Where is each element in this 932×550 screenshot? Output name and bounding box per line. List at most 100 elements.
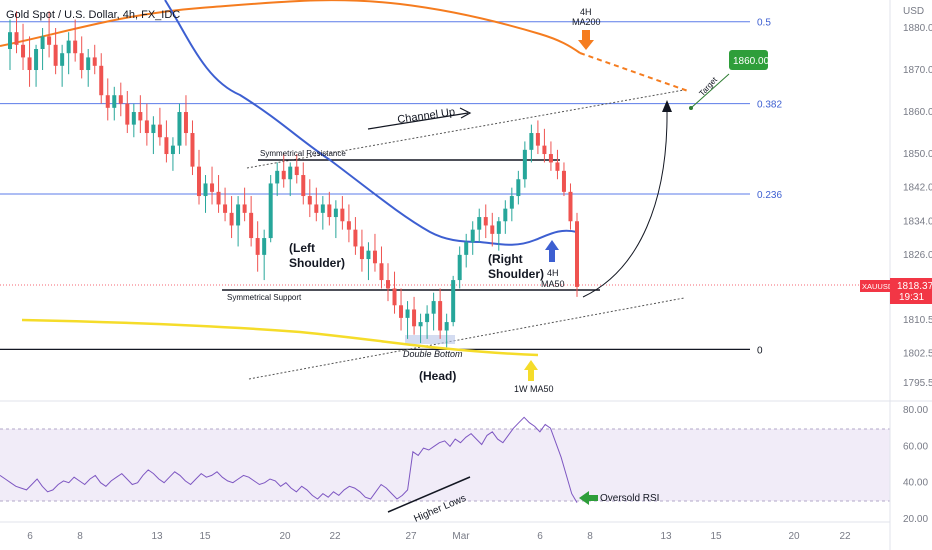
time-tick-label: 22 — [329, 531, 341, 542]
wma50-line — [21, 318, 539, 357]
label-head: (Head) — [419, 369, 456, 383]
candle-body — [522, 149, 527, 180]
candle-body — [197, 166, 201, 197]
label-sym-support: Symmetrical Support — [227, 293, 302, 302]
candle-body — [223, 204, 228, 213]
candle-body — [418, 322, 423, 327]
candle-body — [255, 238, 260, 255]
candle-body — [451, 280, 456, 323]
candle-body — [288, 166, 293, 180]
candle-body — [125, 103, 130, 125]
candle-body — [314, 204, 319, 213]
candle-body — [438, 301, 443, 331]
candle-body — [392, 288, 397, 306]
candle-body — [262, 238, 267, 255]
target-value-box — [729, 50, 768, 70]
candle-body — [425, 313, 430, 323]
candle-body — [405, 309, 410, 318]
time-tick-label: 13 — [151, 531, 163, 542]
fib-level-label: 0 — [757, 345, 763, 356]
label-ma50-1: 4H — [547, 268, 559, 278]
candle-body — [457, 254, 462, 281]
candle-body — [92, 57, 97, 66]
candle-body — [327, 204, 332, 218]
candle-body — [118, 95, 123, 104]
candle-body — [14, 32, 19, 45]
candle-body — [151, 124, 156, 134]
time-tick-label: 20 — [788, 531, 800, 542]
channel-up-arrowhead — [459, 107, 472, 119]
price-tick-label: 1826.00 — [903, 250, 932, 261]
candle-body — [535, 133, 540, 146]
candle-body — [275, 170, 280, 184]
candle-body — [131, 112, 136, 125]
label-oversold: Oversold RSI — [600, 493, 659, 504]
candle-body — [60, 53, 65, 66]
candle-body — [483, 217, 488, 226]
candle-body — [177, 112, 182, 146]
candle-body — [353, 229, 358, 247]
candle-body — [34, 49, 39, 71]
candle-body — [366, 250, 371, 260]
candle-body — [99, 65, 104, 96]
time-axis: 6 8 13 15 20 22 27 Mar 6 8 13 15 20 22 — [27, 531, 851, 542]
ma200-arrow — [578, 30, 594, 50]
price-tick-label: 1860.00 — [903, 107, 932, 118]
candle-body — [183, 112, 188, 134]
candle-body — [236, 204, 241, 226]
price-tick-label: 1795.50 — [903, 378, 932, 389]
candle-body — [164, 137, 169, 155]
fib-level-label: 0.236 — [757, 190, 782, 201]
price-tick-label: 1842.00 — [903, 183, 932, 194]
candle-body — [490, 225, 495, 234]
candle-body — [86, 57, 91, 71]
candle-body — [333, 208, 338, 218]
candle-body — [516, 179, 521, 197]
candle-body — [21, 44, 26, 58]
price-tick-label: 1850.00 — [903, 149, 932, 160]
candle-body — [444, 322, 449, 331]
fib-level-label: 0.5 — [757, 18, 771, 29]
candle-body — [40, 36, 45, 50]
candle-body — [210, 183, 215, 192]
rsi-tick-label: 40.00 — [903, 478, 928, 489]
wma50-up-arrow — [524, 360, 538, 381]
price-tag-symbol: XAUUSD — [862, 282, 894, 291]
projection-curve — [582, 109, 668, 298]
time-tick-label: 8 — [77, 531, 83, 542]
candle-body — [157, 124, 162, 138]
candle-body — [509, 196, 514, 209]
candle-body — [346, 221, 351, 230]
channel-lower-line — [248, 297, 685, 380]
label-wma50: 1W MA50 — [514, 384, 554, 394]
time-tick-label: 8 — [587, 531, 593, 542]
candle-body — [170, 145, 175, 155]
price-axis-unit: USD — [903, 6, 924, 17]
rsi-band — [0, 429, 890, 501]
candle-body — [73, 40, 78, 54]
price-tag-countdown: 19:31 — [899, 292, 924, 303]
candle-body — [53, 44, 58, 66]
projection-arrowhead — [662, 100, 672, 112]
time-tick-label: 27 — [405, 531, 417, 542]
candle-body — [542, 145, 547, 155]
oversold-arrow — [579, 491, 598, 505]
fib-level-label: 0.382 — [757, 100, 782, 111]
channel-up-arrow — [367, 112, 469, 130]
label-ma200-1: 4H — [580, 7, 592, 17]
time-tick-label: 22 — [839, 531, 851, 542]
candle-body — [379, 263, 384, 281]
price-tick-label: 1870.00 — [903, 65, 932, 76]
time-tick-label: 13 — [660, 531, 672, 542]
rsi-tick-label: 60.00 — [903, 441, 928, 452]
candle-body — [268, 183, 273, 239]
candle-body — [203, 183, 208, 197]
candle-body — [412, 309, 417, 327]
ma200-line — [0, 0, 581, 54]
candle-body — [301, 175, 306, 197]
candle-body — [79, 53, 84, 71]
candle-body — [470, 229, 475, 243]
rsi-tick-label: 20.00 — [903, 514, 928, 525]
target-dot — [689, 106, 693, 110]
